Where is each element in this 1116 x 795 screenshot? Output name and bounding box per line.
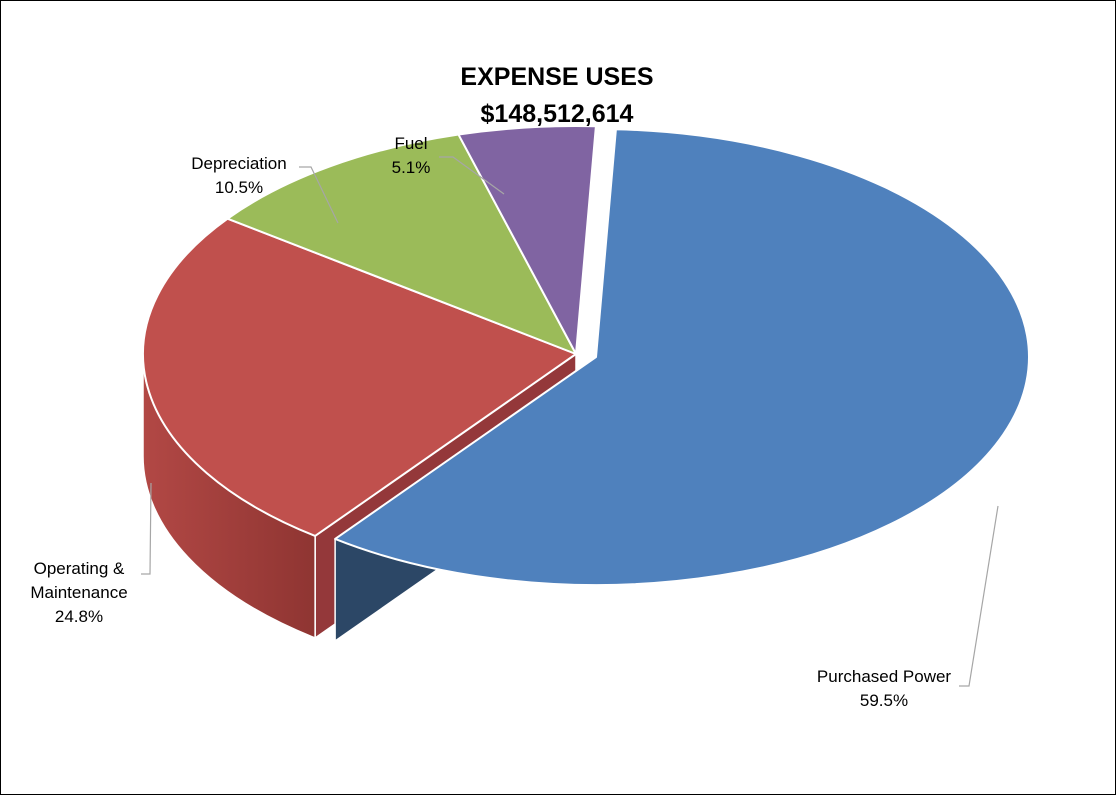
leader-line-operating-maintenance	[141, 482, 152, 575]
slice-label-line-depreciation-0: Depreciation	[191, 154, 286, 173]
slice-label-line-operating-maintenance-1: Maintenance	[30, 583, 127, 602]
chart-subtitle: $148,512,614	[481, 100, 634, 128]
slice-label-line-operating-maintenance-0: Operating &	[34, 559, 125, 578]
slice-fuel	[457, 125, 597, 355]
slice-label-line-depreciation-1: 10.5%	[215, 178, 263, 197]
slice-label-line-fuel-0: Fuel	[394, 134, 427, 153]
leader-line-depreciation	[299, 166, 339, 224]
slice-label-line-fuel-1: 5.1%	[392, 158, 431, 177]
leader-line-purchased-power	[959, 505, 999, 687]
slice-label-purchased-power: Purchased Power 59.5%	[817, 667, 952, 710]
slice-purchased-power	[334, 128, 1030, 586]
chart-title: EXPENSE USES	[460, 63, 653, 91]
slice-depreciation	[226, 133, 577, 355]
leader-line-fuel	[439, 156, 505, 195]
slice-label-line-purchased-power-1: 59.5%	[860, 691, 908, 710]
slice-label-fuel: Fuel 5.1%	[392, 134, 431, 177]
slice-label-line-purchased-power-0: Purchased Power	[817, 667, 952, 686]
pie-tops	[142, 125, 1030, 586]
slice-label-depreciation: Depreciation 10.5%	[191, 154, 286, 197]
pie-labels: Purchased Power 59.5% Operating & Maintenan…	[30, 134, 999, 710]
slice-label-line-operating-maintenance-2: 24.8%	[55, 607, 103, 626]
slice-operating-maintenance	[142, 217, 577, 537]
slice-label-operating-maintenance: Operating & Maintenance 24.8%	[30, 559, 127, 626]
